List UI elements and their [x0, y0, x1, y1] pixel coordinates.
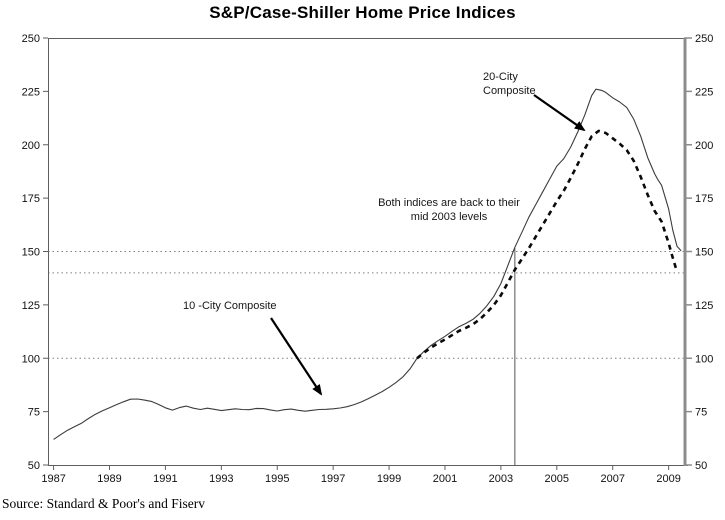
y-tick-label-left: 100	[22, 353, 40, 365]
y-tick-label-left: 125	[22, 300, 40, 312]
annotation-mid2003-line2: mid 2003 levels	[411, 211, 488, 223]
y-tick-label-left: 50	[28, 460, 40, 472]
series-10-city-line	[53, 88, 682, 440]
x-tick-label: 1989	[97, 473, 121, 485]
y-tick-label-right: 225	[695, 86, 713, 98]
x-tick-label: 2005	[545, 473, 569, 485]
x-tick-label: 1997	[321, 473, 345, 485]
x-tick-label: 2003	[489, 473, 513, 485]
x-tick-label: 1999	[377, 473, 401, 485]
y-tick-label-right: 75	[695, 407, 707, 419]
x-tick-label: 1993	[209, 473, 233, 485]
y-tick-label-right: 125	[695, 300, 713, 312]
annotation-20-city-line2: Composite	[483, 85, 536, 97]
y-tick-label-left: 225	[22, 86, 40, 98]
y-tick-label-right: 250	[695, 33, 713, 45]
y-tick-label-right: 175	[695, 193, 713, 205]
x-tick-label: 1991	[153, 473, 177, 485]
annotation-mid2003-line1: Both indices are back to their	[378, 197, 520, 209]
y-tick-label-left: 200	[22, 140, 40, 152]
source-note: Source: Standard & Poor's and Fiserv	[2, 496, 206, 511]
x-tick-label: 2009	[656, 473, 680, 485]
y-tick-label-right: 150	[695, 247, 713, 259]
y-tick-label-right: 200	[695, 140, 713, 152]
series-20-city-line	[416, 129, 679, 360]
x-tick-label: 1987	[41, 473, 65, 485]
x-tick-label: 2001	[433, 473, 457, 485]
annotation-arrow-10-city	[270, 317, 323, 396]
y-tick-label-left: 175	[22, 193, 40, 205]
x-tick-label: 2007	[600, 473, 624, 485]
x-tick-label: 1995	[265, 473, 289, 485]
y-tick-label-left: 250	[22, 33, 40, 45]
y-tick-label-left: 75	[28, 407, 40, 419]
annotation-20-city-line1: 20-City	[483, 71, 518, 83]
y-tick-label-right: 100	[695, 353, 713, 365]
annotation-10-city-label: 10 -City Composite	[183, 300, 277, 312]
y-tick-label-left: 150	[22, 247, 40, 259]
annotation-arrow-20-city	[533, 94, 586, 132]
y-tick-label-right: 50	[695, 460, 707, 472]
chart-title: S&P/Case-Shiller Home Price Indices	[209, 3, 516, 22]
